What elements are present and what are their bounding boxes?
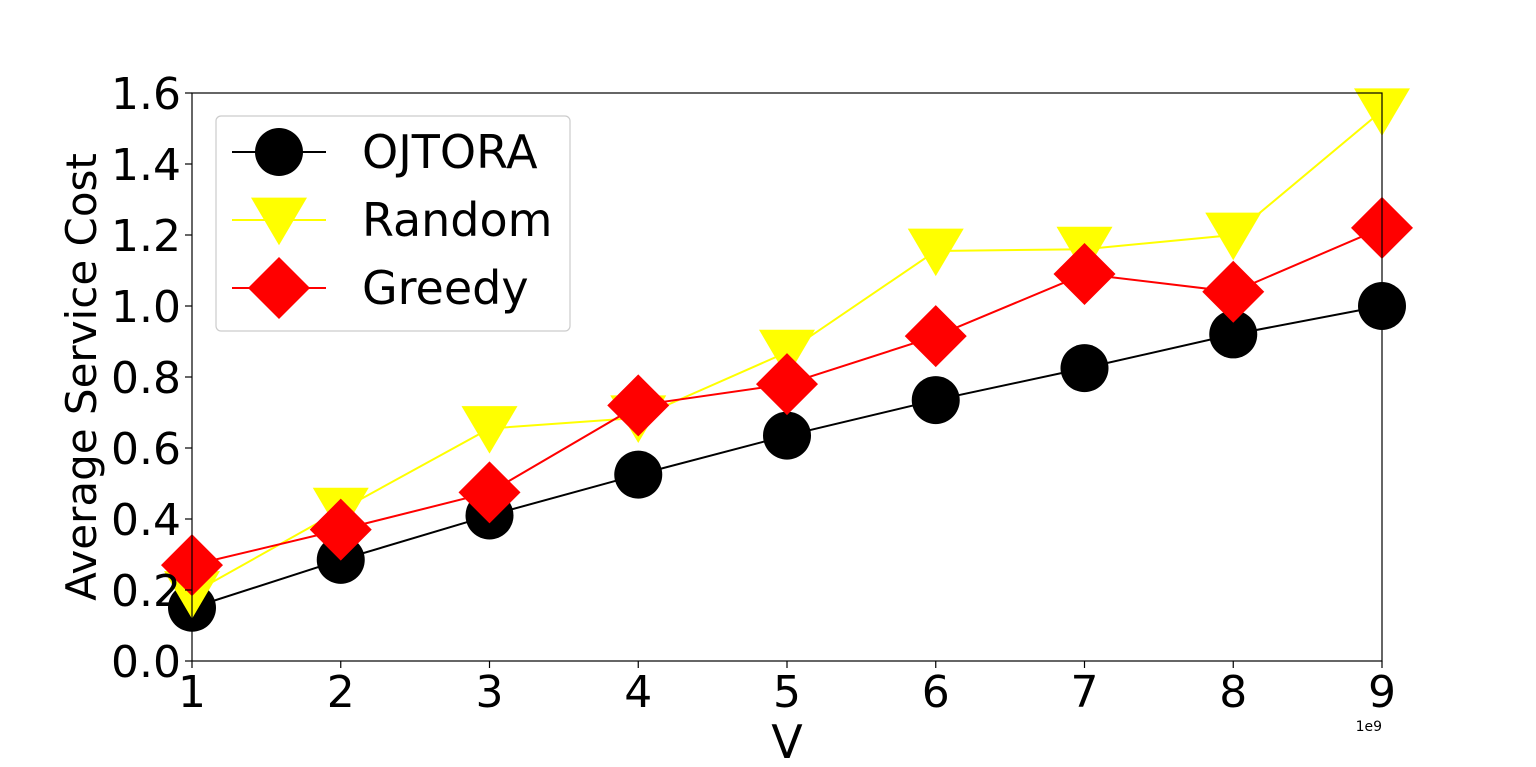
data-point-ojtora xyxy=(1060,344,1109,393)
data-point-greedy xyxy=(904,305,967,368)
data-point-greedy xyxy=(458,461,521,524)
data-point-greedy xyxy=(309,498,372,561)
x-tick-label: 4 xyxy=(624,667,652,718)
y-tick-label: 1.6 xyxy=(111,69,181,120)
y-tick-label: 1.2 xyxy=(111,211,181,262)
data-point-random xyxy=(461,406,518,454)
series-layer xyxy=(161,88,1413,632)
data-point-greedy xyxy=(756,353,818,416)
y-tick-label: 0.2 xyxy=(111,566,181,617)
y-axis-label: Average Service Cost xyxy=(57,153,106,601)
legend-marker xyxy=(251,197,307,246)
legend-entry: Random xyxy=(232,193,552,247)
data-point-ojtora xyxy=(763,411,811,460)
data-point-greedy xyxy=(607,374,670,437)
data-point-greedy xyxy=(1202,260,1265,323)
y-tick-label: 0.6 xyxy=(111,424,181,475)
series-greedy xyxy=(161,196,1413,597)
legend-entry: OJTORA xyxy=(232,125,538,179)
x-tick-label: 8 xyxy=(1219,667,1247,718)
legend: OJTORA Random Greedy xyxy=(215,115,571,332)
data-point-random xyxy=(907,228,964,277)
legend-label: Greedy xyxy=(362,261,529,315)
x-axis-offset-label: 1e9 xyxy=(1356,719,1382,735)
legend-box xyxy=(215,115,571,332)
legend-marker xyxy=(255,128,303,176)
y-tick-label: 0.4 xyxy=(111,495,181,546)
x-tick-label: 1 xyxy=(178,667,206,718)
x-tick-label: 2 xyxy=(327,667,355,718)
data-point-ojtora xyxy=(614,450,663,499)
y-tick-label: 0.8 xyxy=(111,353,181,404)
axes-layer: 1 2 3 4 5 6 7 8 9 0.0 0.2 0.4 0.6 0.8 1.0 1.2 1.4 1.6 xyxy=(111,69,1396,718)
legend-label: Random xyxy=(362,193,552,247)
y-tick-label: 1.4 xyxy=(111,140,181,191)
x-tick-label: 5 xyxy=(773,667,801,718)
y-tick-label: 1.0 xyxy=(111,282,181,333)
data-point-random xyxy=(1205,212,1262,261)
data-point-ojtora xyxy=(1209,310,1258,359)
legend-marker xyxy=(248,257,310,319)
data-point-ojtora xyxy=(911,376,960,425)
x-tick-label: 6 xyxy=(922,667,950,718)
legend-entries: OJTORA Random Greedy xyxy=(232,125,552,319)
y-tick-label: 0.0 xyxy=(111,637,181,688)
data-point-greedy xyxy=(1053,243,1116,306)
x-tick-label: 9 xyxy=(1368,667,1396,718)
x-tick-label: 3 xyxy=(476,667,504,718)
legend-entry: Greedy xyxy=(232,257,529,319)
x-axis-label: V xyxy=(771,715,803,767)
legend-label: OJTORA xyxy=(362,125,538,179)
x-tick-label: 7 xyxy=(1071,667,1099,718)
